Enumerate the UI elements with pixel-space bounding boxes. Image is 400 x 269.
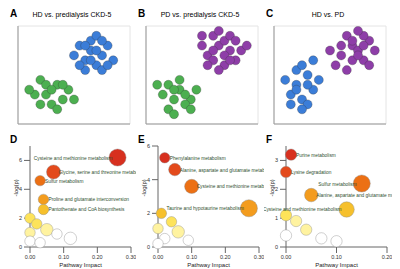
html-text:A: A	[10, 8, 18, 19]
svg-text:Cysteine and methionine metabo: Cysteine and methionine metabolism	[264, 207, 342, 212]
svg-text:4: 4	[147, 177, 150, 183]
svg-text:Cysteine and methionine metabo: Cysteine and methionine metabolism	[34, 156, 113, 161]
svg-text:0.20: 0.20	[382, 254, 392, 260]
svg-text:0: 0	[275, 244, 278, 250]
html-text:HD vs. predialysis CKD-5: HD vs. predialysis CKD-5	[32, 11, 112, 18]
svg-text:Pathway Impact: Pathway Impact	[187, 262, 230, 268]
svg-text:0.10: 0.10	[58, 254, 69, 260]
svg-text:Sulfur metabolism: Sulfur metabolism	[45, 179, 83, 184]
svg-text:Pantothenate and CoA biosynthe: Pantothenate and CoA biosynthesis	[48, 207, 125, 212]
html-text:C: C	[266, 8, 274, 19]
svg-text:6: 6	[147, 143, 150, 149]
svg-text:0.30: 0.30	[254, 254, 264, 260]
svg-text:0.20: 0.20	[92, 254, 103, 260]
svg-text:0.30: 0.30	[126, 254, 136, 260]
html-text:HD vs. PD: HD vs. PD	[311, 11, 345, 18]
svg-text:Lysine degradation: Lysine degradation	[291, 170, 332, 175]
svg-text:6: 6	[19, 157, 22, 163]
html-text:PD vs. predialysis CKD-5: PD vs. predialysis CKD-5	[160, 11, 240, 18]
svg-text:2: 2	[275, 186, 278, 192]
svg-text:Cysteine and methionine metabo: Cysteine and methionine metabolism	[197, 184, 264, 189]
svg-text:0.10: 0.10	[186, 254, 197, 260]
svg-text:1: 1	[275, 215, 278, 221]
svg-text:0.00: 0.00	[281, 254, 292, 260]
svg-text:Proline and glutamate intercon: Proline and glutamate interconversion	[48, 197, 129, 202]
svg-text:-log(p): -log(p)	[13, 179, 19, 196]
svg-text:0.20: 0.20	[220, 254, 231, 260]
svg-text:0.10: 0.10	[331, 254, 342, 260]
svg-text:2: 2	[19, 215, 22, 221]
svg-text:0: 0	[19, 244, 22, 250]
svg-text:3: 3	[275, 157, 278, 163]
svg-text:-log(p): -log(p)	[269, 179, 275, 196]
svg-text:0: 0	[147, 244, 150, 250]
html-text:B: B	[138, 8, 146, 19]
svg-text:Alanine, aspartate and glutama: Alanine, aspartate and glutamate metabol…	[180, 168, 264, 173]
svg-text:Sulfur metabolism: Sulfur metabolism	[318, 182, 356, 187]
html-text:D: D	[10, 134, 18, 145]
svg-text:Glycine, serine and threonine: Glycine, serine and threonine metabolism	[59, 170, 136, 175]
svg-text:Phenylalanine metabolism: Phenylalanine metabolism	[170, 156, 226, 161]
svg-text:2: 2	[147, 210, 150, 216]
html-text:E: E	[138, 134, 145, 145]
svg-text:Alanine, aspartate and glutama: Alanine, aspartate and glutamate metabol…	[316, 193, 392, 198]
svg-text:Purine metabolism: Purine metabolism	[296, 153, 336, 158]
svg-text:Taurine and hypotaurine metabo: Taurine and hypotaurine metabolism	[167, 206, 244, 211]
svg-text:-log(p): -log(p)	[141, 179, 147, 196]
svg-text:0.00: 0.00	[25, 254, 36, 260]
svg-text:4: 4	[19, 186, 22, 192]
svg-text:Pathway Impact: Pathway Impact	[315, 262, 358, 268]
svg-text:Pathway Impact: Pathway Impact	[59, 262, 102, 268]
html-text:F: F	[266, 134, 273, 145]
svg-text:0.00: 0.00	[153, 254, 164, 260]
